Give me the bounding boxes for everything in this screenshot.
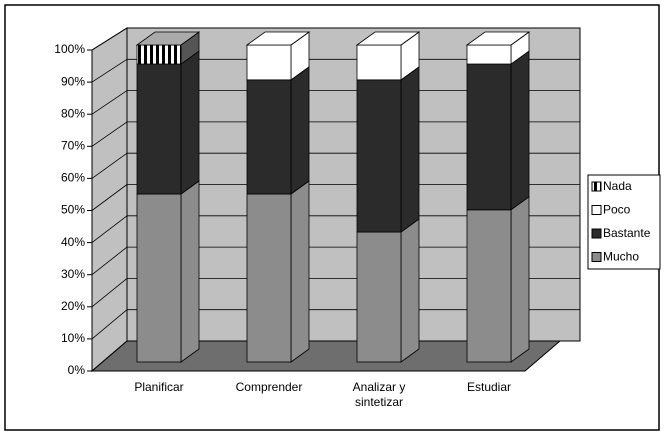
y-tick-label: 60% (61, 171, 85, 185)
x-tick-label: Analizar y sintetizar (352, 380, 406, 409)
y-tick-label: 40% (61, 235, 85, 249)
grid-line-side (91, 215, 128, 243)
bar-side (400, 218, 420, 363)
bar-top (465, 31, 531, 46)
grid-line-side (91, 121, 128, 147)
bar-side (400, 66, 420, 233)
y-tick-label: 50% (61, 203, 85, 217)
legend-swatch (591, 205, 602, 215)
legend-label: Bastante (603, 226, 651, 240)
bar-top (245, 31, 311, 46)
bar (246, 193, 292, 363)
legend-label: Mucho (603, 250, 639, 264)
bar-side (180, 50, 200, 195)
bar-side (510, 50, 530, 211)
bar (356, 44, 402, 81)
bar-side (510, 196, 530, 363)
grid-line-side (91, 278, 128, 308)
bar-side (180, 180, 200, 363)
y-tick-label: 70% (61, 138, 85, 152)
y-tick-label: 90% (61, 74, 85, 88)
y-tick-label: 10% (61, 331, 85, 345)
bar-top (355, 31, 421, 46)
bar-side (290, 180, 310, 363)
grid-line-side (91, 152, 128, 179)
legend-swatch (591, 181, 602, 192)
x-tick-label: Comprender (235, 380, 303, 394)
legend-swatch (591, 252, 602, 262)
bar (356, 231, 402, 363)
legend-label: Poco (603, 203, 631, 217)
bar (356, 79, 402, 233)
y-tick-label: 80% (61, 106, 85, 120)
bar (466, 63, 512, 211)
legend-label: Nada (603, 179, 632, 193)
grid-line-side (91, 246, 128, 276)
bar (466, 44, 512, 65)
side-wall (91, 27, 128, 373)
grid-line-side (91, 58, 128, 83)
bar (136, 63, 182, 195)
bar (246, 44, 292, 81)
bar-side (290, 66, 310, 195)
bar-top (135, 31, 201, 46)
x-tick-label: Planificar (134, 380, 184, 394)
bar (246, 79, 292, 195)
grid-line-side (91, 27, 128, 51)
y-tick-label: 100% (54, 42, 85, 56)
grid-line-side (91, 90, 128, 115)
bar (136, 44, 182, 65)
bar (136, 193, 182, 363)
bar (466, 209, 512, 363)
legend-swatch (591, 228, 602, 239)
y-tick-label: 0% (68, 363, 86, 377)
y-tick-label: 20% (61, 299, 85, 313)
grid-line-side (91, 340, 128, 372)
x-tick-label: Estudiar (466, 380, 512, 394)
grid-line-side (91, 184, 128, 211)
grid-line-side (91, 309, 128, 340)
y-tick-label: 30% (61, 267, 85, 281)
